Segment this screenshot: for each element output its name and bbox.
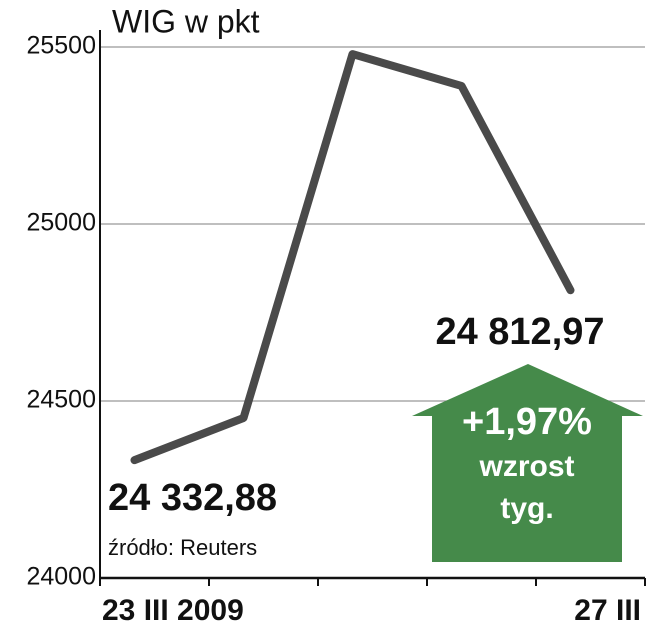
y-tick-label: 25500 — [26, 32, 96, 60]
x-tick-label: 27 III — [574, 594, 641, 627]
y-tick-label: 24000 — [26, 563, 96, 591]
line — [130, 50, 575, 465]
source-note: źródło: Reuters — [108, 535, 257, 560]
y-tick-label: 25000 — [26, 209, 96, 237]
chart-title: WIG w pkt — [112, 3, 260, 39]
data-label: 24 332,88 — [108, 477, 277, 519]
annotation: tyg. — [500, 492, 553, 525]
growth-arrow — [412, 364, 643, 562]
data-label: 24 812,97 — [435, 311, 604, 353]
annotation: +1,97% — [462, 401, 592, 443]
x-tick-label: 23 III 2009 — [102, 594, 244, 627]
y-tick-label: 24500 — [26, 386, 96, 414]
annotation: wzrost — [478, 450, 574, 483]
